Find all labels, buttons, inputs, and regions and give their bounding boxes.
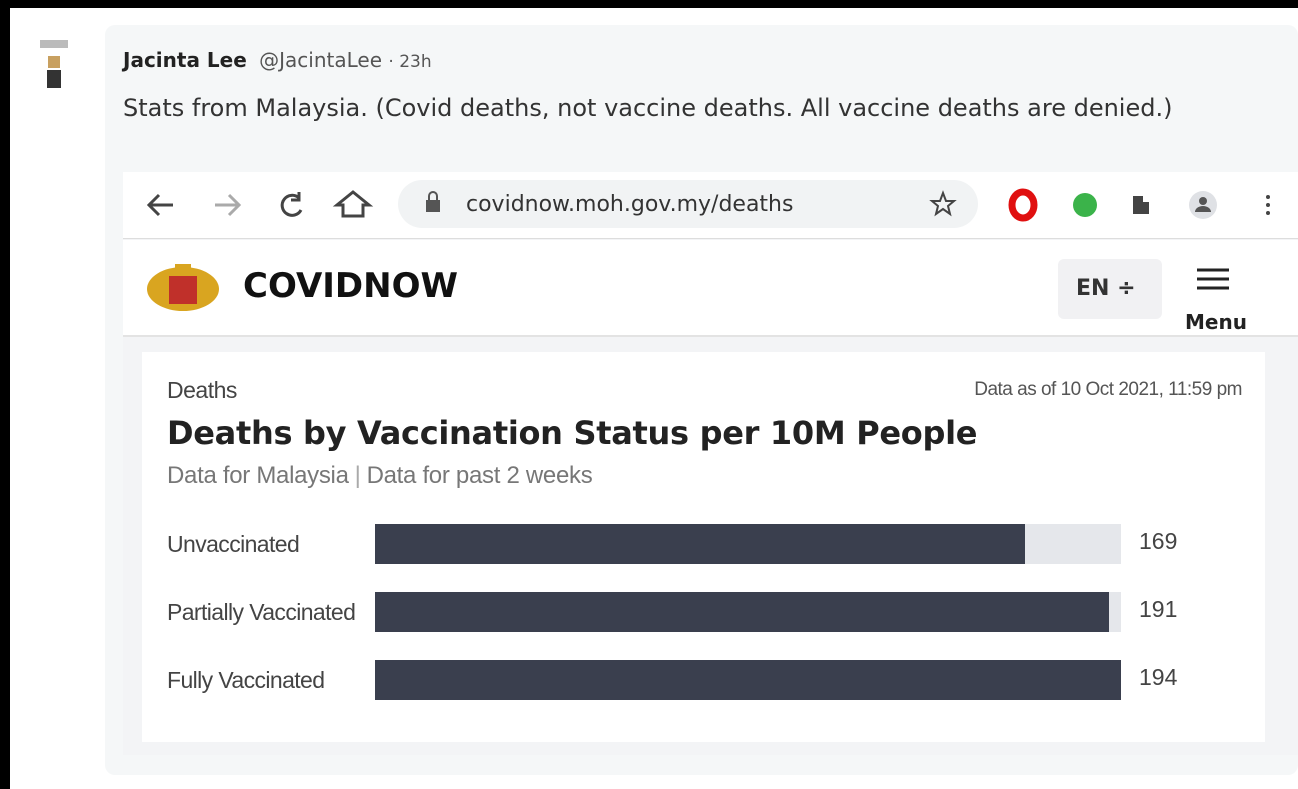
bar-track — [375, 524, 1121, 564]
avatar[interactable] — [34, 38, 74, 98]
bar-track — [375, 592, 1121, 632]
coat-of-arms — [141, 254, 231, 324]
data-timestamp: Data as of 10 Oct 2021, 11:59 pm — [974, 379, 1242, 401]
category-label: Partially Vaccinated — [167, 582, 362, 642]
bar-track — [375, 660, 1121, 700]
section-label: Deaths — [167, 377, 237, 404]
value-label: 169 — [1139, 528, 1177, 555]
bar-row: Partially Vaccinated 191 — [167, 582, 1247, 642]
star-icon[interactable] — [928, 180, 958, 228]
address-bar[interactable]: covidnow.moh.gov.my/deaths — [398, 180, 978, 228]
subtitle-text: Data for past 2 weeks — [367, 462, 593, 489]
page: Jacinta Lee @JacintaLee · 23h Stats from… — [10, 8, 1298, 789]
site-header: COVIDNOW EN ÷ Menu — [123, 240, 1298, 337]
separator: | — [355, 462, 361, 489]
embedded-screenshot[interactable]: covidnow.moh.gov.my/deaths COVIDNOW EN ÷… — [123, 172, 1298, 755]
bar — [375, 660, 1121, 700]
lock-icon — [420, 180, 460, 228]
value-label: 191 — [1139, 596, 1177, 623]
screen: {"post": {"author": "Jacinta Lee", "hand… — [0, 0, 1298, 789]
menu-label[interactable]: Menu — [1185, 310, 1247, 334]
bar-row: Fully Vaccinated 194 — [167, 650, 1247, 710]
author-handle[interactable]: @JacintaLee — [259, 48, 382, 72]
nav-icons — [123, 172, 383, 238]
value-label: 194 — [1139, 664, 1177, 691]
category-label: Fully Vaccinated — [167, 650, 362, 710]
category-label: Unvaccinated — [167, 514, 362, 574]
author-name[interactable]: Jacinta Lee — [123, 48, 247, 72]
menu-icon[interactable] — [1193, 266, 1233, 296]
extension-icons[interactable] — [993, 172, 1293, 238]
url-text[interactable]: covidnow.moh.gov.my/deaths — [466, 192, 793, 217]
chart-subtitle: Data for Malaysia|Data for past 2 weeks — [167, 462, 592, 490]
bar — [375, 592, 1109, 632]
site-brand[interactable]: COVIDNOW — [243, 266, 458, 306]
post-time[interactable]: · 23h — [388, 52, 431, 72]
chart-title: Deaths by Vaccination Status per 10M Peo… — [167, 414, 977, 452]
chart-card: Deaths Data as of 10 Oct 2021, 11:59 pm … — [142, 352, 1265, 742]
bar-row: Unvaccinated 169 — [167, 514, 1247, 574]
browser-toolbar: covidnow.moh.gov.my/deaths — [123, 172, 1298, 239]
post-text: Stats from Malaysia. (Covid deaths, not … — [123, 94, 1172, 122]
post-header: Jacinta Lee @JacintaLee · 23h — [123, 48, 432, 72]
subtitle-text: Data for Malaysia — [167, 462, 349, 489]
language-select[interactable]: EN ÷ — [1058, 259, 1162, 319]
bar — [375, 524, 1025, 564]
